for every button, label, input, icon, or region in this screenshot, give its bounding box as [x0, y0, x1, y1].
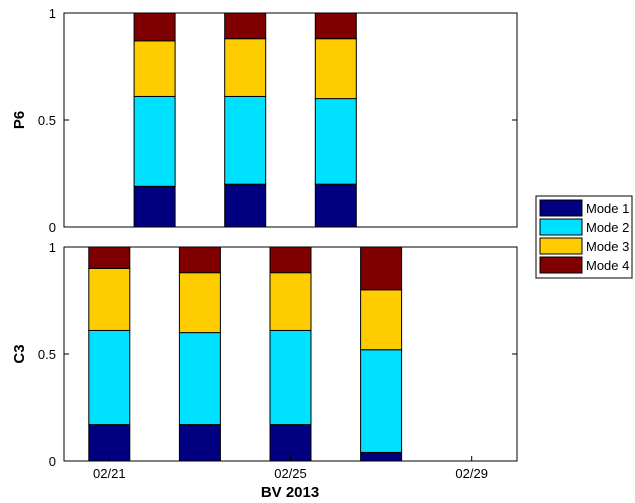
bottom-xtick-label: 02/25 [274, 466, 307, 481]
top-ytick-label: 0.5 [38, 113, 56, 128]
bottom-bar-02-27-mode-3 [360, 289, 403, 351]
top-plot-frame [63, 12, 518, 228]
bottom-x-axis: 02/21 02/25 02/29 [93, 456, 488, 481]
top-bar-02-24-mode-4 [224, 12, 267, 40]
top-bar-02-26-mode-4 [314, 12, 357, 40]
bottom-bar-02-21-mode-3 [88, 267, 131, 331]
top-ytick-label: 0 [49, 220, 56, 235]
legend-label-mode-3: Mode 3 [586, 239, 629, 254]
bottom-bars [88, 246, 403, 462]
bottom-y-axis: 00.51 [38, 240, 517, 469]
bottom-bar-02-25-mode-2 [269, 329, 312, 426]
top-bar-02-26-mode-2 [314, 98, 357, 185]
bottom-ytick-label: 1 [49, 240, 56, 255]
bottom-bar-02-25-mode-1 [269, 424, 312, 462]
top-bar-02-22-mode-1 [133, 185, 176, 228]
legend-swatch-mode-4 [539, 256, 583, 274]
bottom-ytick-label: 0.5 [38, 347, 56, 362]
bottom-bar-02-27-mode-4 [360, 246, 403, 291]
top-bars [133, 12, 357, 228]
legend: Mode 1 Mode 2 Mode 3 Mode 4 [535, 195, 633, 279]
legend-swatch-mode-3 [539, 237, 583, 255]
bottom-bar-02-23-mode-2 [178, 332, 221, 426]
bottom-bar-02-27-mode-2 [360, 349, 403, 453]
legend-label-mode-4: Mode 4 [586, 258, 629, 273]
top-bar-02-26-mode-3 [314, 38, 357, 100]
bottom-bar-02-21-mode-2 [88, 329, 131, 426]
top-bar-02-22-mode-4 [133, 12, 176, 42]
bottom-bar-02-25-mode-4 [269, 246, 312, 274]
legend-items: Mode 1 Mode 2 Mode 3 Mode 4 [539, 199, 629, 274]
bottom-bar-02-21-mode-1 [88, 424, 131, 462]
legend-label-mode-1: Mode 1 [586, 201, 629, 216]
legend-label-mode-2: Mode 2 [586, 220, 629, 235]
bottom-bar-02-23-mode-1 [178, 424, 221, 462]
bottom-y-axis-label: C3 [11, 344, 28, 363]
bottom-xtick-label: 02/21 [93, 466, 126, 481]
legend-swatch-mode-1 [539, 199, 583, 217]
top-bar-02-24-mode-2 [224, 95, 267, 185]
legend-swatch-mode-2 [539, 218, 583, 236]
top-bar-02-22-mode-2 [133, 95, 176, 187]
top-y-axis: 00.51 [38, 6, 517, 235]
bottom-bar-02-23-mode-3 [178, 272, 221, 334]
top-bar-02-22-mode-3 [133, 40, 176, 97]
bottom-bar-02-21-mode-4 [88, 246, 131, 269]
bottom-bar-02-23-mode-4 [178, 246, 221, 274]
top-bar-02-24-mode-3 [224, 38, 267, 97]
bottom-xtick-label: 02/29 [455, 466, 488, 481]
top-bar-02-24-mode-1 [224, 183, 267, 228]
bottom-bar-02-25-mode-3 [269, 272, 312, 331]
bottom-ytick-label: 0 [49, 454, 56, 469]
top-bar-02-26-mode-1 [314, 183, 357, 228]
top-panel: 00.51 P6 [11, 6, 518, 235]
bottom-panel: 00.51 02/21 02/25 02/29 C3 BV 2013 [11, 240, 518, 501]
bottom-x-axis-label: BV 2013 [261, 484, 319, 501]
bottom-bar-02-27-mode-1 [360, 451, 403, 462]
top-ytick-label: 1 [49, 6, 56, 21]
top-y-axis-label: P6 [11, 111, 28, 129]
